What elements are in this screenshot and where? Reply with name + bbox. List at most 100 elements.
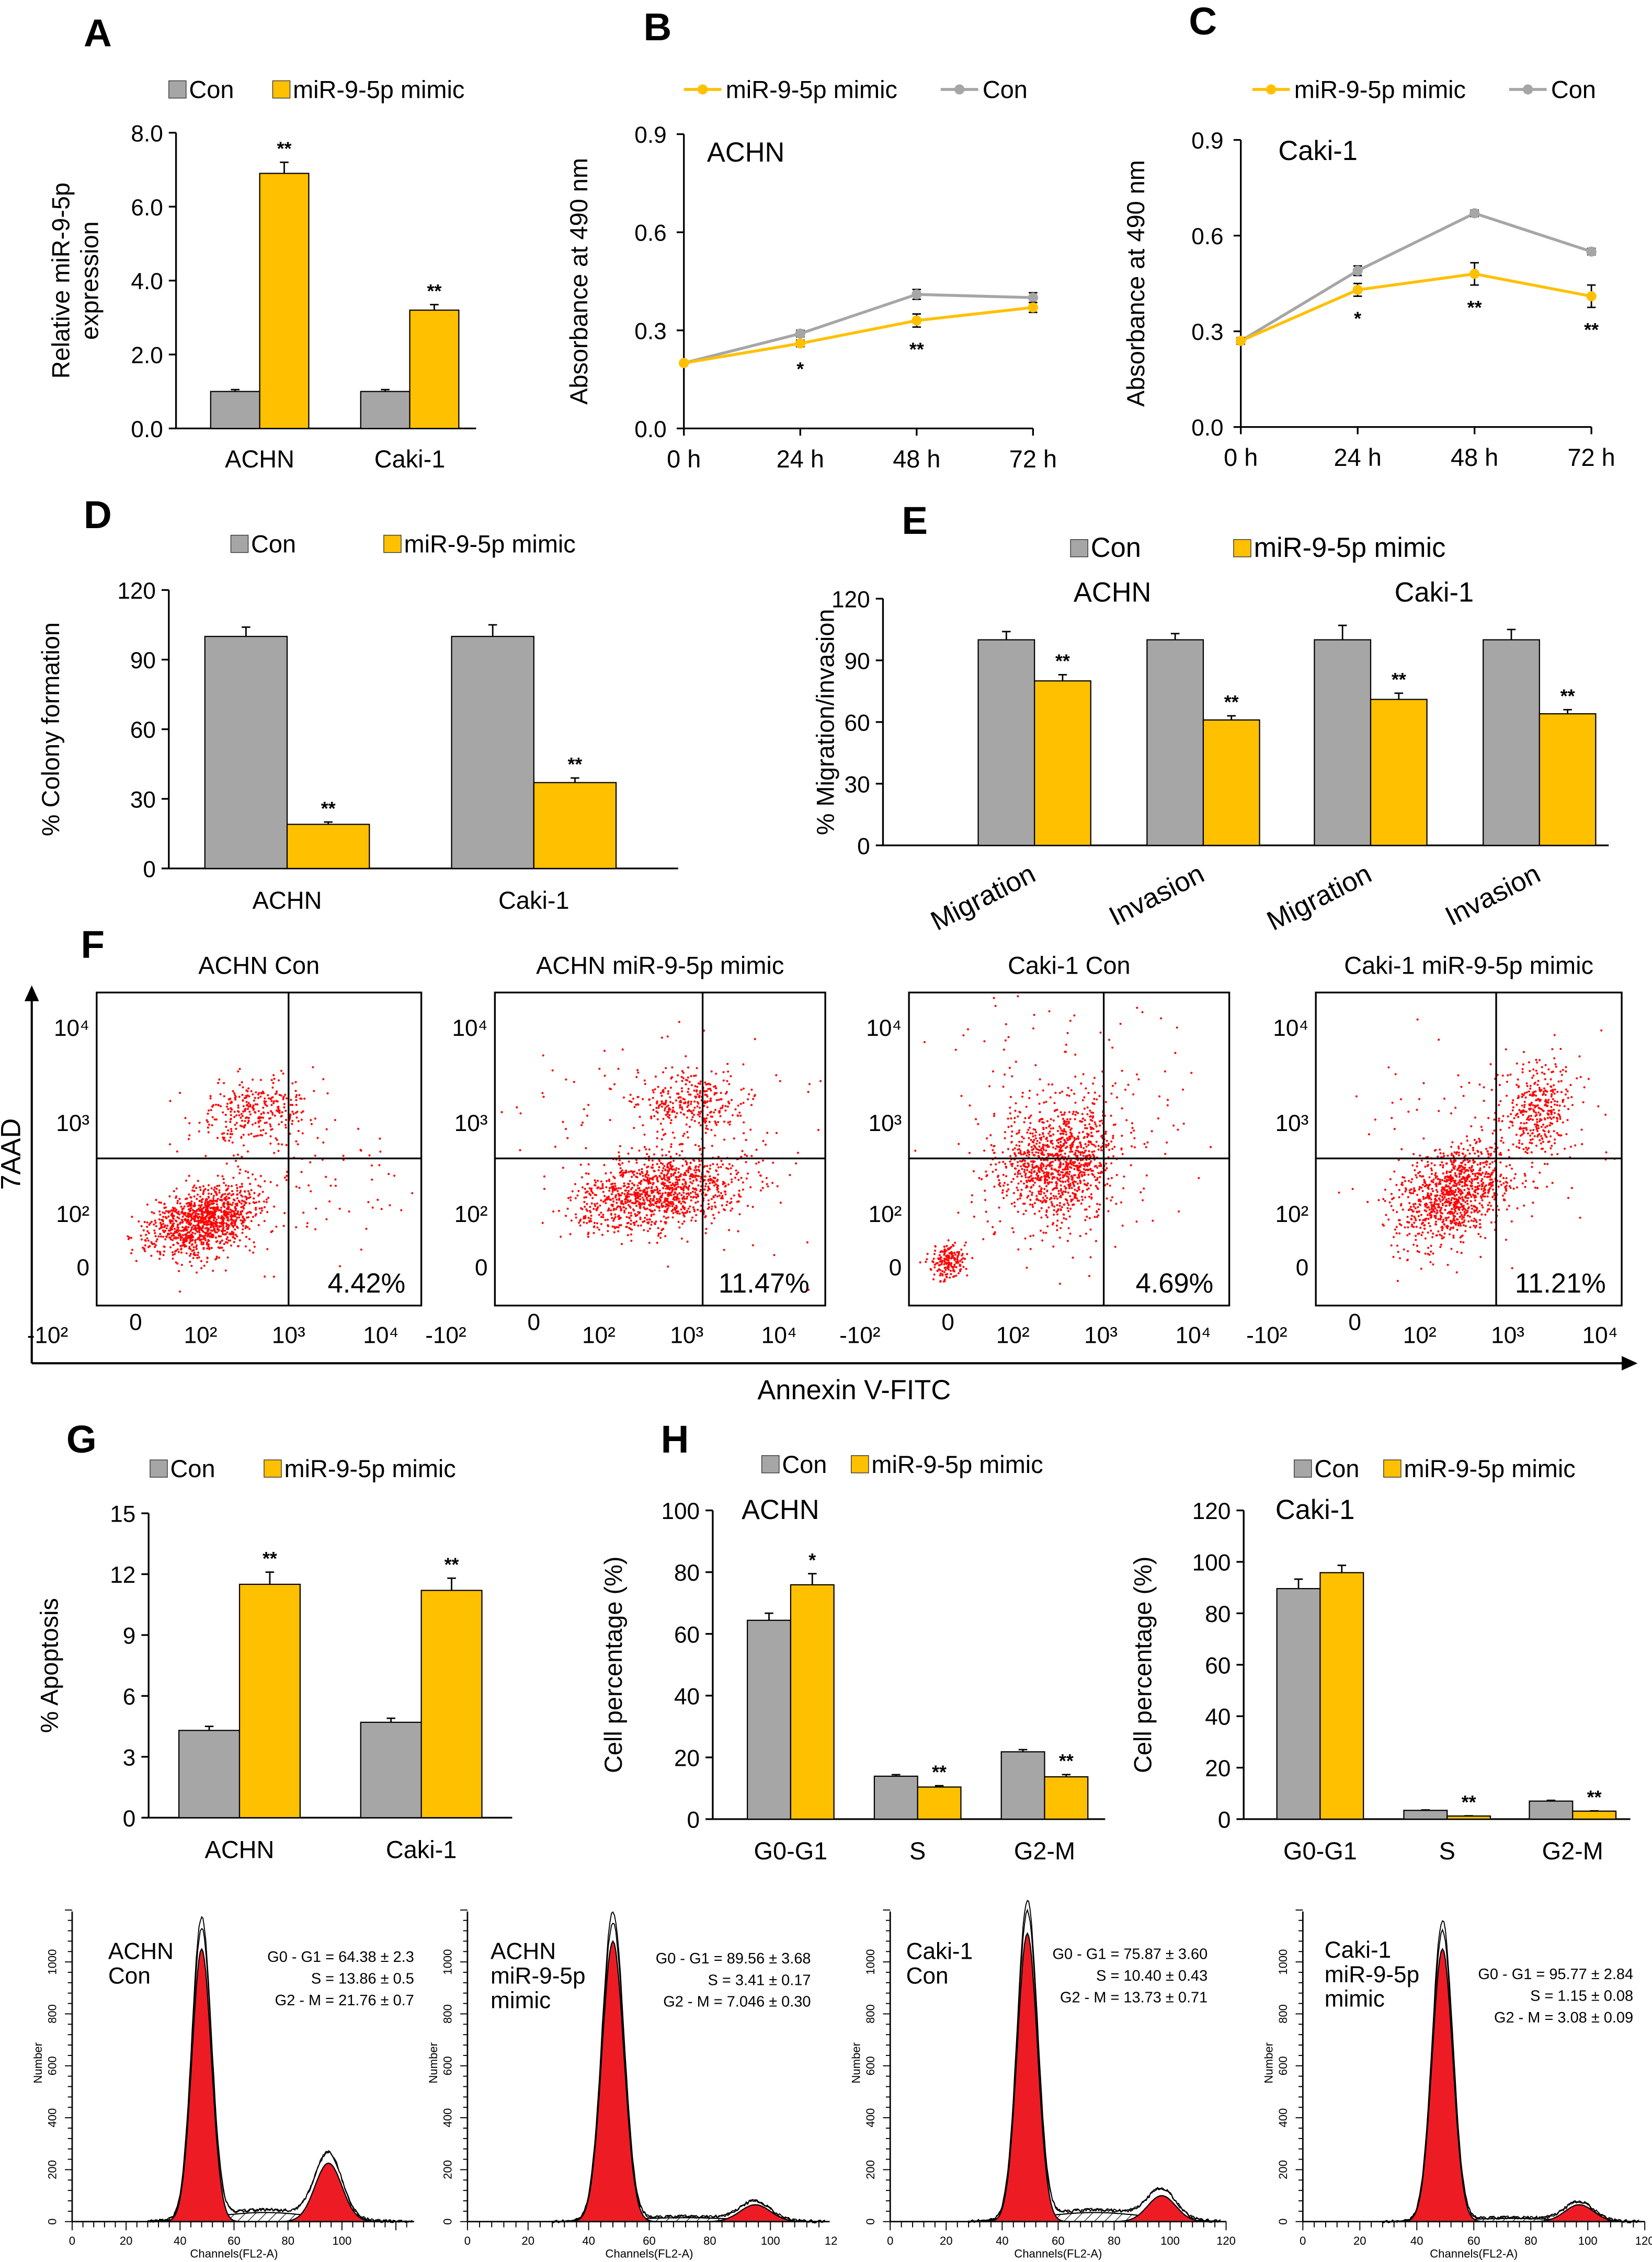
scatter-point — [1072, 1164, 1075, 1167]
scatter-point — [411, 1192, 414, 1194]
scatter-point — [607, 1218, 609, 1221]
scatter-point — [157, 1235, 160, 1238]
scatter-point — [228, 1197, 231, 1199]
scatter-point — [1067, 1087, 1069, 1089]
scatter-point — [1045, 1137, 1047, 1140]
scatter-point — [693, 1119, 696, 1123]
scatter-point — [226, 1206, 229, 1209]
y-tick-label: 0 — [889, 1255, 902, 1281]
scatter-point — [985, 1170, 987, 1173]
scatter-point — [248, 1228, 251, 1230]
scatter-point — [653, 1204, 655, 1206]
significance-label: ** — [321, 798, 336, 819]
scatter-point — [1086, 1165, 1089, 1168]
scatter-point — [938, 1254, 941, 1256]
scatter-point — [699, 1080, 702, 1083]
scatter-point — [579, 1224, 582, 1227]
scatter-point — [1030, 1185, 1033, 1188]
scatter-point — [1460, 1161, 1463, 1164]
scatter-point — [1010, 1181, 1013, 1183]
scatter-point — [697, 1208, 699, 1211]
scatter-point — [1050, 1135, 1052, 1137]
scatter-point — [1001, 1151, 1004, 1153]
scatter-point — [1131, 1145, 1133, 1148]
scatter-point — [1047, 1132, 1050, 1135]
scatter-point — [231, 1190, 233, 1193]
scatter-point — [694, 1219, 697, 1222]
scatter-point — [239, 1168, 242, 1171]
scatter-point — [271, 1096, 274, 1099]
scatter-point — [709, 1182, 711, 1184]
scatter-point — [1008, 1067, 1011, 1069]
scatter-point — [187, 1226, 190, 1229]
scatter-point — [1106, 1139, 1108, 1142]
scatter-point — [1062, 1133, 1065, 1135]
scatter-point — [1093, 1091, 1096, 1094]
scatter-point — [746, 1205, 749, 1207]
scatter-point — [668, 1202, 671, 1205]
scatter-point — [230, 1114, 232, 1116]
x-tick-label: -10² — [27, 1323, 68, 1349]
scatter-point — [1152, 1219, 1154, 1222]
scatter-point — [667, 1166, 669, 1169]
scatter-point — [709, 1167, 711, 1170]
significance-label: ** — [1560, 686, 1575, 706]
scatter-point — [229, 1098, 232, 1100]
scatter-point — [227, 1239, 230, 1242]
scatter-point — [215, 1118, 218, 1121]
scatter-point — [646, 1192, 648, 1194]
scatter-point — [1029, 1190, 1031, 1193]
scatter-point — [1051, 1181, 1053, 1184]
scatter-point — [631, 1182, 634, 1185]
bar-con — [977, 639, 1035, 846]
scatter-point — [660, 1105, 663, 1108]
scatter-point — [1017, 1161, 1019, 1163]
scatter-point — [1142, 1199, 1144, 1202]
scatter-point — [721, 1195, 724, 1197]
scatter-point — [172, 1258, 174, 1260]
scatter-point — [933, 1266, 936, 1269]
scatter-point — [675, 1204, 678, 1207]
scatter-point — [218, 1256, 221, 1259]
scatter-point — [242, 1134, 245, 1136]
scatter-point — [602, 1191, 605, 1193]
scatter-point — [677, 1210, 679, 1213]
scatter-point — [625, 1207, 628, 1210]
scatter-point — [272, 1074, 275, 1077]
scatter-point — [945, 1244, 948, 1247]
scatter-point — [658, 1201, 660, 1204]
scatter-point — [175, 1196, 177, 1199]
scatter-point — [1003, 1182, 1006, 1184]
y-axis-label: expression — [76, 221, 104, 340]
scatter-point — [666, 1163, 669, 1166]
scatter-point — [742, 1063, 745, 1066]
scatter-point — [686, 1116, 688, 1119]
x-tick-label: 10³ — [272, 1323, 305, 1349]
y-tick-label: 0.9 — [1191, 128, 1223, 154]
scatter-point — [617, 1187, 620, 1190]
scatter-point — [590, 1202, 593, 1205]
scatter-point — [703, 1188, 706, 1191]
scatter-point — [221, 1175, 224, 1178]
scatter-point — [334, 1184, 337, 1187]
scatter-point — [724, 1185, 726, 1188]
scatter-point — [295, 1094, 298, 1096]
scatter-point — [1092, 1155, 1095, 1157]
scatter-point — [714, 1134, 716, 1137]
scatter-point — [190, 1239, 193, 1242]
scatter-point — [625, 1189, 628, 1192]
scatter-point — [613, 1231, 616, 1233]
scatter-point — [232, 1202, 234, 1204]
scatter-point — [1034, 1137, 1037, 1140]
scatter-point — [681, 1164, 684, 1167]
scatter-point — [943, 1253, 945, 1256]
scatter-point — [277, 1105, 280, 1108]
scatter-point — [936, 1262, 939, 1264]
scatter-point — [1013, 1147, 1016, 1150]
scatter-point — [655, 1106, 658, 1109]
scatter-point — [686, 1161, 688, 1164]
y-tick-label: 0.0 — [131, 417, 163, 442]
scatter-point — [656, 1179, 659, 1182]
scatter-point — [1143, 1143, 1146, 1145]
x-tick-label: 72 h — [1567, 444, 1615, 471]
